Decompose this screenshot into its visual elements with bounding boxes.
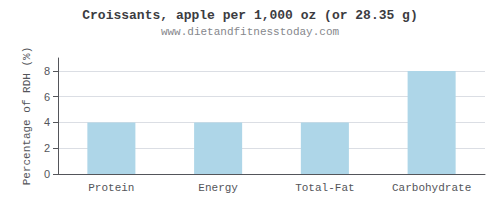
svg-text:Protein: Protein — [88, 182, 134, 194]
svg-text:Percentage of RDH (%): Percentage of RDH (%) — [21, 47, 33, 186]
svg-text:Carbohydrate: Carbohydrate — [392, 182, 471, 194]
svg-text:Croissants, apple per 1,000 oz: Croissants, apple per 1,000 oz (or 28.35… — [82, 8, 417, 23]
svg-text:6: 6 — [44, 91, 50, 103]
svg-text:2: 2 — [44, 142, 50, 154]
svg-text:8: 8 — [44, 65, 50, 77]
svg-text:Total-Fat: Total-Fat — [295, 182, 354, 194]
svg-text:0: 0 — [44, 168, 50, 180]
svg-text:4: 4 — [44, 116, 50, 128]
svg-text:www.dietandfitnesstoday.com: www.dietandfitnesstoday.com — [161, 26, 340, 38]
svg-text:Energy: Energy — [198, 182, 238, 194]
